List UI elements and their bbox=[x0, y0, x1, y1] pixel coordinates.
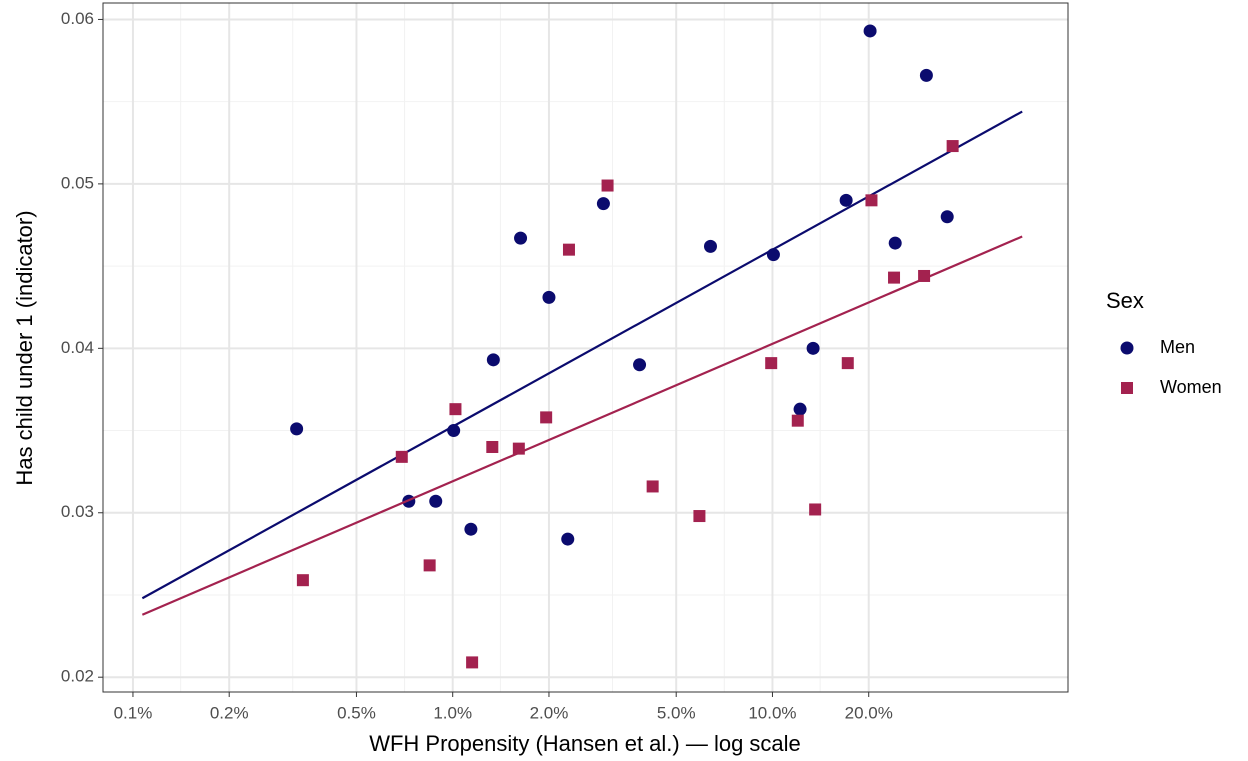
point bbox=[540, 411, 553, 424]
x-tick-label: 5.0% bbox=[657, 703, 696, 722]
panel-border bbox=[102, 2, 1069, 693]
point bbox=[561, 532, 575, 546]
y-tick-label: 0.03 bbox=[61, 502, 94, 521]
x-tick-label: 0.2% bbox=[210, 703, 249, 722]
point bbox=[766, 248, 780, 262]
legend-label: Women bbox=[1160, 377, 1222, 397]
point bbox=[423, 559, 436, 572]
point bbox=[562, 243, 575, 256]
y-tick-label: 0.02 bbox=[61, 667, 94, 686]
point bbox=[703, 239, 717, 253]
point bbox=[486, 353, 500, 367]
point bbox=[919, 68, 933, 82]
x-tick-label: 0.1% bbox=[114, 703, 153, 722]
point bbox=[940, 210, 954, 224]
point bbox=[514, 231, 528, 245]
point bbox=[395, 450, 408, 463]
point bbox=[512, 442, 525, 455]
y-tick-label: 0.04 bbox=[61, 338, 94, 357]
point bbox=[290, 422, 304, 436]
point bbox=[646, 480, 659, 493]
point bbox=[693, 510, 706, 523]
point bbox=[946, 140, 959, 153]
point bbox=[601, 179, 614, 192]
point bbox=[918, 269, 931, 282]
y-tick-label: 0.05 bbox=[61, 173, 94, 192]
point bbox=[806, 341, 820, 355]
x-tick-label: 20.0% bbox=[845, 703, 893, 722]
point bbox=[888, 236, 902, 250]
point bbox=[542, 290, 556, 304]
point bbox=[449, 403, 462, 416]
point bbox=[809, 503, 822, 516]
point bbox=[841, 357, 854, 370]
x-tick-label: 0.5% bbox=[337, 703, 376, 722]
point bbox=[839, 193, 853, 207]
y-tick-label: 0.06 bbox=[61, 9, 94, 28]
x-axis-label: WFH Propensity (Hansen et al.) — log sca… bbox=[369, 731, 801, 756]
point bbox=[791, 414, 804, 427]
point bbox=[633, 358, 647, 372]
trend-line bbox=[141, 110, 1023, 600]
x-tick-label: 2.0% bbox=[530, 703, 569, 722]
point bbox=[464, 522, 478, 536]
y-axis-label: Has child under 1 (indicator) bbox=[12, 210, 37, 485]
x-tick-label: 1.0% bbox=[433, 703, 472, 722]
legend-marker bbox=[1120, 341, 1134, 355]
legend-title: Sex bbox=[1106, 288, 1144, 313]
point bbox=[486, 440, 499, 453]
legend-label: Men bbox=[1160, 337, 1195, 357]
point bbox=[863, 24, 877, 38]
point bbox=[596, 197, 610, 211]
point bbox=[865, 194, 878, 207]
x-tick-label: 10.0% bbox=[748, 703, 796, 722]
point bbox=[793, 402, 807, 416]
point bbox=[296, 574, 309, 587]
point bbox=[466, 656, 479, 669]
point bbox=[888, 271, 901, 284]
point bbox=[447, 424, 461, 438]
point bbox=[429, 494, 443, 508]
trend-line bbox=[141, 235, 1023, 616]
legend-marker bbox=[1121, 382, 1133, 394]
point bbox=[765, 357, 778, 370]
